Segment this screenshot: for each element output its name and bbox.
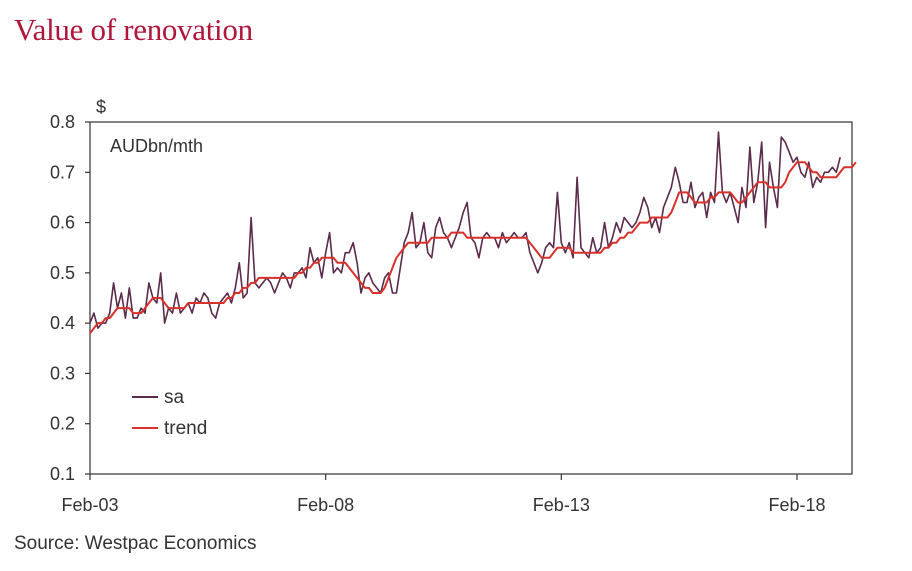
source-note: Source: Westpac Economics — [14, 533, 257, 554]
x-tick-label: Feb-03 — [61, 495, 118, 515]
y-axis-unit: $ — [96, 97, 106, 117]
x-tick-label: Feb-08 — [297, 495, 354, 515]
legend-label-sa: sa — [164, 387, 185, 408]
legend-label-trend: trend — [164, 418, 207, 439]
chart-title: Value of renovation — [14, 12, 253, 47]
x-tick-label: Feb-18 — [768, 495, 825, 515]
y-tick-label: 0.7 — [50, 162, 75, 182]
series-layer — [89, 131, 857, 334]
series-line-sa — [89, 131, 841, 330]
x-tick-label: Feb-13 — [533, 495, 590, 515]
y-tick-label: 0.5 — [50, 263, 75, 283]
x-axis: Feb-03 Feb-08 Feb-13 Feb-18 — [61, 474, 826, 515]
series-line-trend — [89, 161, 857, 334]
y-tick-label: 0.8 — [50, 112, 75, 132]
y-axis: 0.1 0.2 0.3 0.4 0.5 0.6 0.7 0.8 — [50, 112, 90, 484]
y-tick-label: 0.2 — [50, 414, 75, 434]
y-tick-label: 0.6 — [50, 213, 75, 233]
y-tick-label: 0.1 — [50, 464, 75, 484]
unit-label: AUDbn/mth — [110, 136, 203, 156]
legend: sa trend — [132, 387, 207, 439]
plot-frame — [89, 121, 853, 475]
y-tick-label: 0.3 — [50, 363, 75, 383]
y-tick-label: 0.4 — [50, 313, 75, 333]
